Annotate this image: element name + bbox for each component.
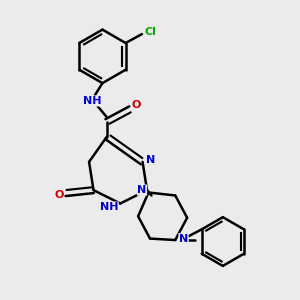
Text: Cl: Cl	[144, 27, 156, 37]
Text: N: N	[146, 155, 155, 165]
Text: NH: NH	[100, 202, 118, 212]
Text: O: O	[54, 190, 63, 200]
Text: NH: NH	[83, 96, 101, 106]
Text: N: N	[179, 234, 188, 244]
Text: N: N	[137, 185, 147, 195]
Text: O: O	[131, 100, 141, 110]
